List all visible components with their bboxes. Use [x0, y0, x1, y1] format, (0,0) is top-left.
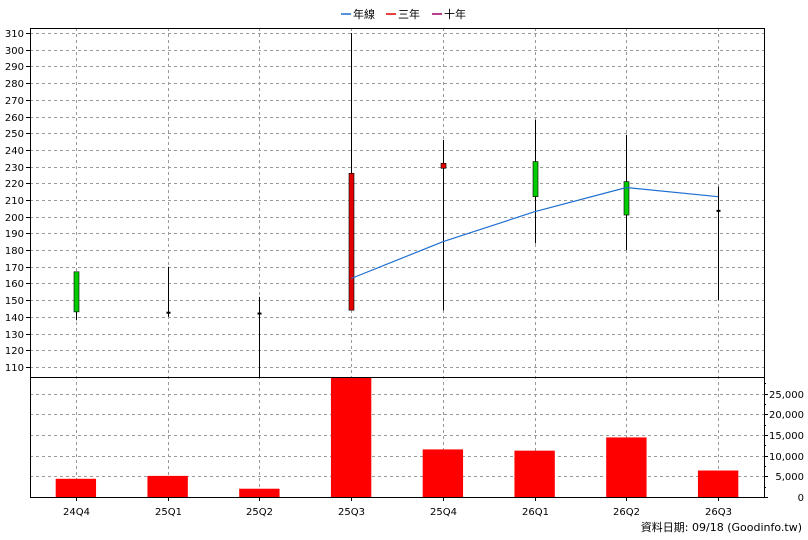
- price-tick-label: 260: [5, 113, 24, 124]
- price-tick-label: 150: [5, 296, 24, 307]
- price-panel-frame: [30, 28, 765, 378]
- price-tick-label: 110: [5, 363, 24, 374]
- volume-tick-label: 25,000: [769, 390, 804, 401]
- candle-body-26Q1: [532, 161, 539, 197]
- legend-label-10yr: 十年: [444, 7, 466, 21]
- annual-line: [350, 186, 719, 280]
- x-tick-label: 25Q1: [155, 507, 182, 518]
- price-panel: 110 120 130 140 150 160 170 180 190 200 210 220 230 2…: [5, 28, 765, 497]
- candle-body-24Q4: [73, 271, 80, 313]
- candle-body-25Q4: [440, 162, 447, 169]
- x-axis: 24Q4 25Q1 25Q2 25Q3 25Q4 26Q1 26Q2 26Q3: [63, 497, 732, 518]
- volume-bar-25Q2: [239, 488, 280, 497]
- source-note: 資料日期: 09/18 (Goodinfo.tw): [641, 520, 802, 534]
- price-tick-label: 280: [5, 79, 24, 90]
- price-tick-label: 180: [5, 246, 24, 257]
- x-tick-label: 26Q3: [705, 507, 732, 518]
- x-tick-label: 26Q1: [522, 507, 549, 518]
- price-tick-label: 140: [5, 313, 24, 324]
- legend-label-3yr: 三年: [398, 7, 420, 21]
- volume-bar-25Q1: [147, 475, 188, 497]
- price-tick-label: 220: [5, 179, 24, 190]
- price-tick-label: 210: [5, 196, 24, 207]
- price-tick-label: 250: [5, 129, 24, 140]
- volume-bar-26Q2: [606, 437, 647, 497]
- legend-label-annual: 年線: [353, 7, 375, 21]
- x-tick-label: 26Q2: [613, 507, 640, 518]
- price-tick-label: 200: [5, 213, 24, 224]
- candle-body-25Q3: [348, 172, 355, 311]
- price-tick-label: 300: [5, 46, 24, 57]
- volume-panel-frame: [30, 377, 765, 498]
- price-tick-label: 170: [5, 263, 24, 274]
- volume-tick-label: 0: [798, 493, 804, 504]
- x-tick-label: 24Q4: [63, 507, 90, 518]
- volume-bar-25Q3: [330, 377, 372, 497]
- volume-tick-label: 10,000: [769, 452, 804, 463]
- x-tick-label: 25Q4: [430, 507, 457, 518]
- volume-tick-label: 15,000: [769, 431, 804, 442]
- price-tick-label: 240: [5, 146, 24, 157]
- volume-panel: 0 5,000 10,000 15,000 20,000 25,000: [30, 377, 804, 504]
- legend: 年線 三年 十年: [341, 7, 466, 21]
- volume-bar-24Q4: [55, 478, 97, 497]
- price-tick-label: 230: [5, 163, 24, 174]
- price-tick-label: 290: [5, 62, 24, 73]
- volume-tick-label: 5,000: [775, 472, 804, 483]
- candle-body-26Q2: [623, 181, 630, 216]
- price-tick-label: 190: [5, 229, 24, 240]
- x-tick-label: 25Q3: [338, 507, 365, 518]
- price-tick-label: 130: [5, 330, 24, 341]
- x-tick-label: 25Q2: [246, 507, 273, 518]
- volume-tick-label: 20,000: [769, 410, 804, 421]
- price-tick-label: 270: [5, 96, 24, 107]
- volume-bar-25Q4: [422, 449, 464, 497]
- price-tick-label: 120: [5, 346, 24, 357]
- price-tick-label: 160: [5, 279, 24, 290]
- volume-bar-26Q1: [514, 450, 555, 497]
- price-tick-label: 310: [5, 29, 24, 40]
- volume-bar-26Q3: [697, 470, 739, 497]
